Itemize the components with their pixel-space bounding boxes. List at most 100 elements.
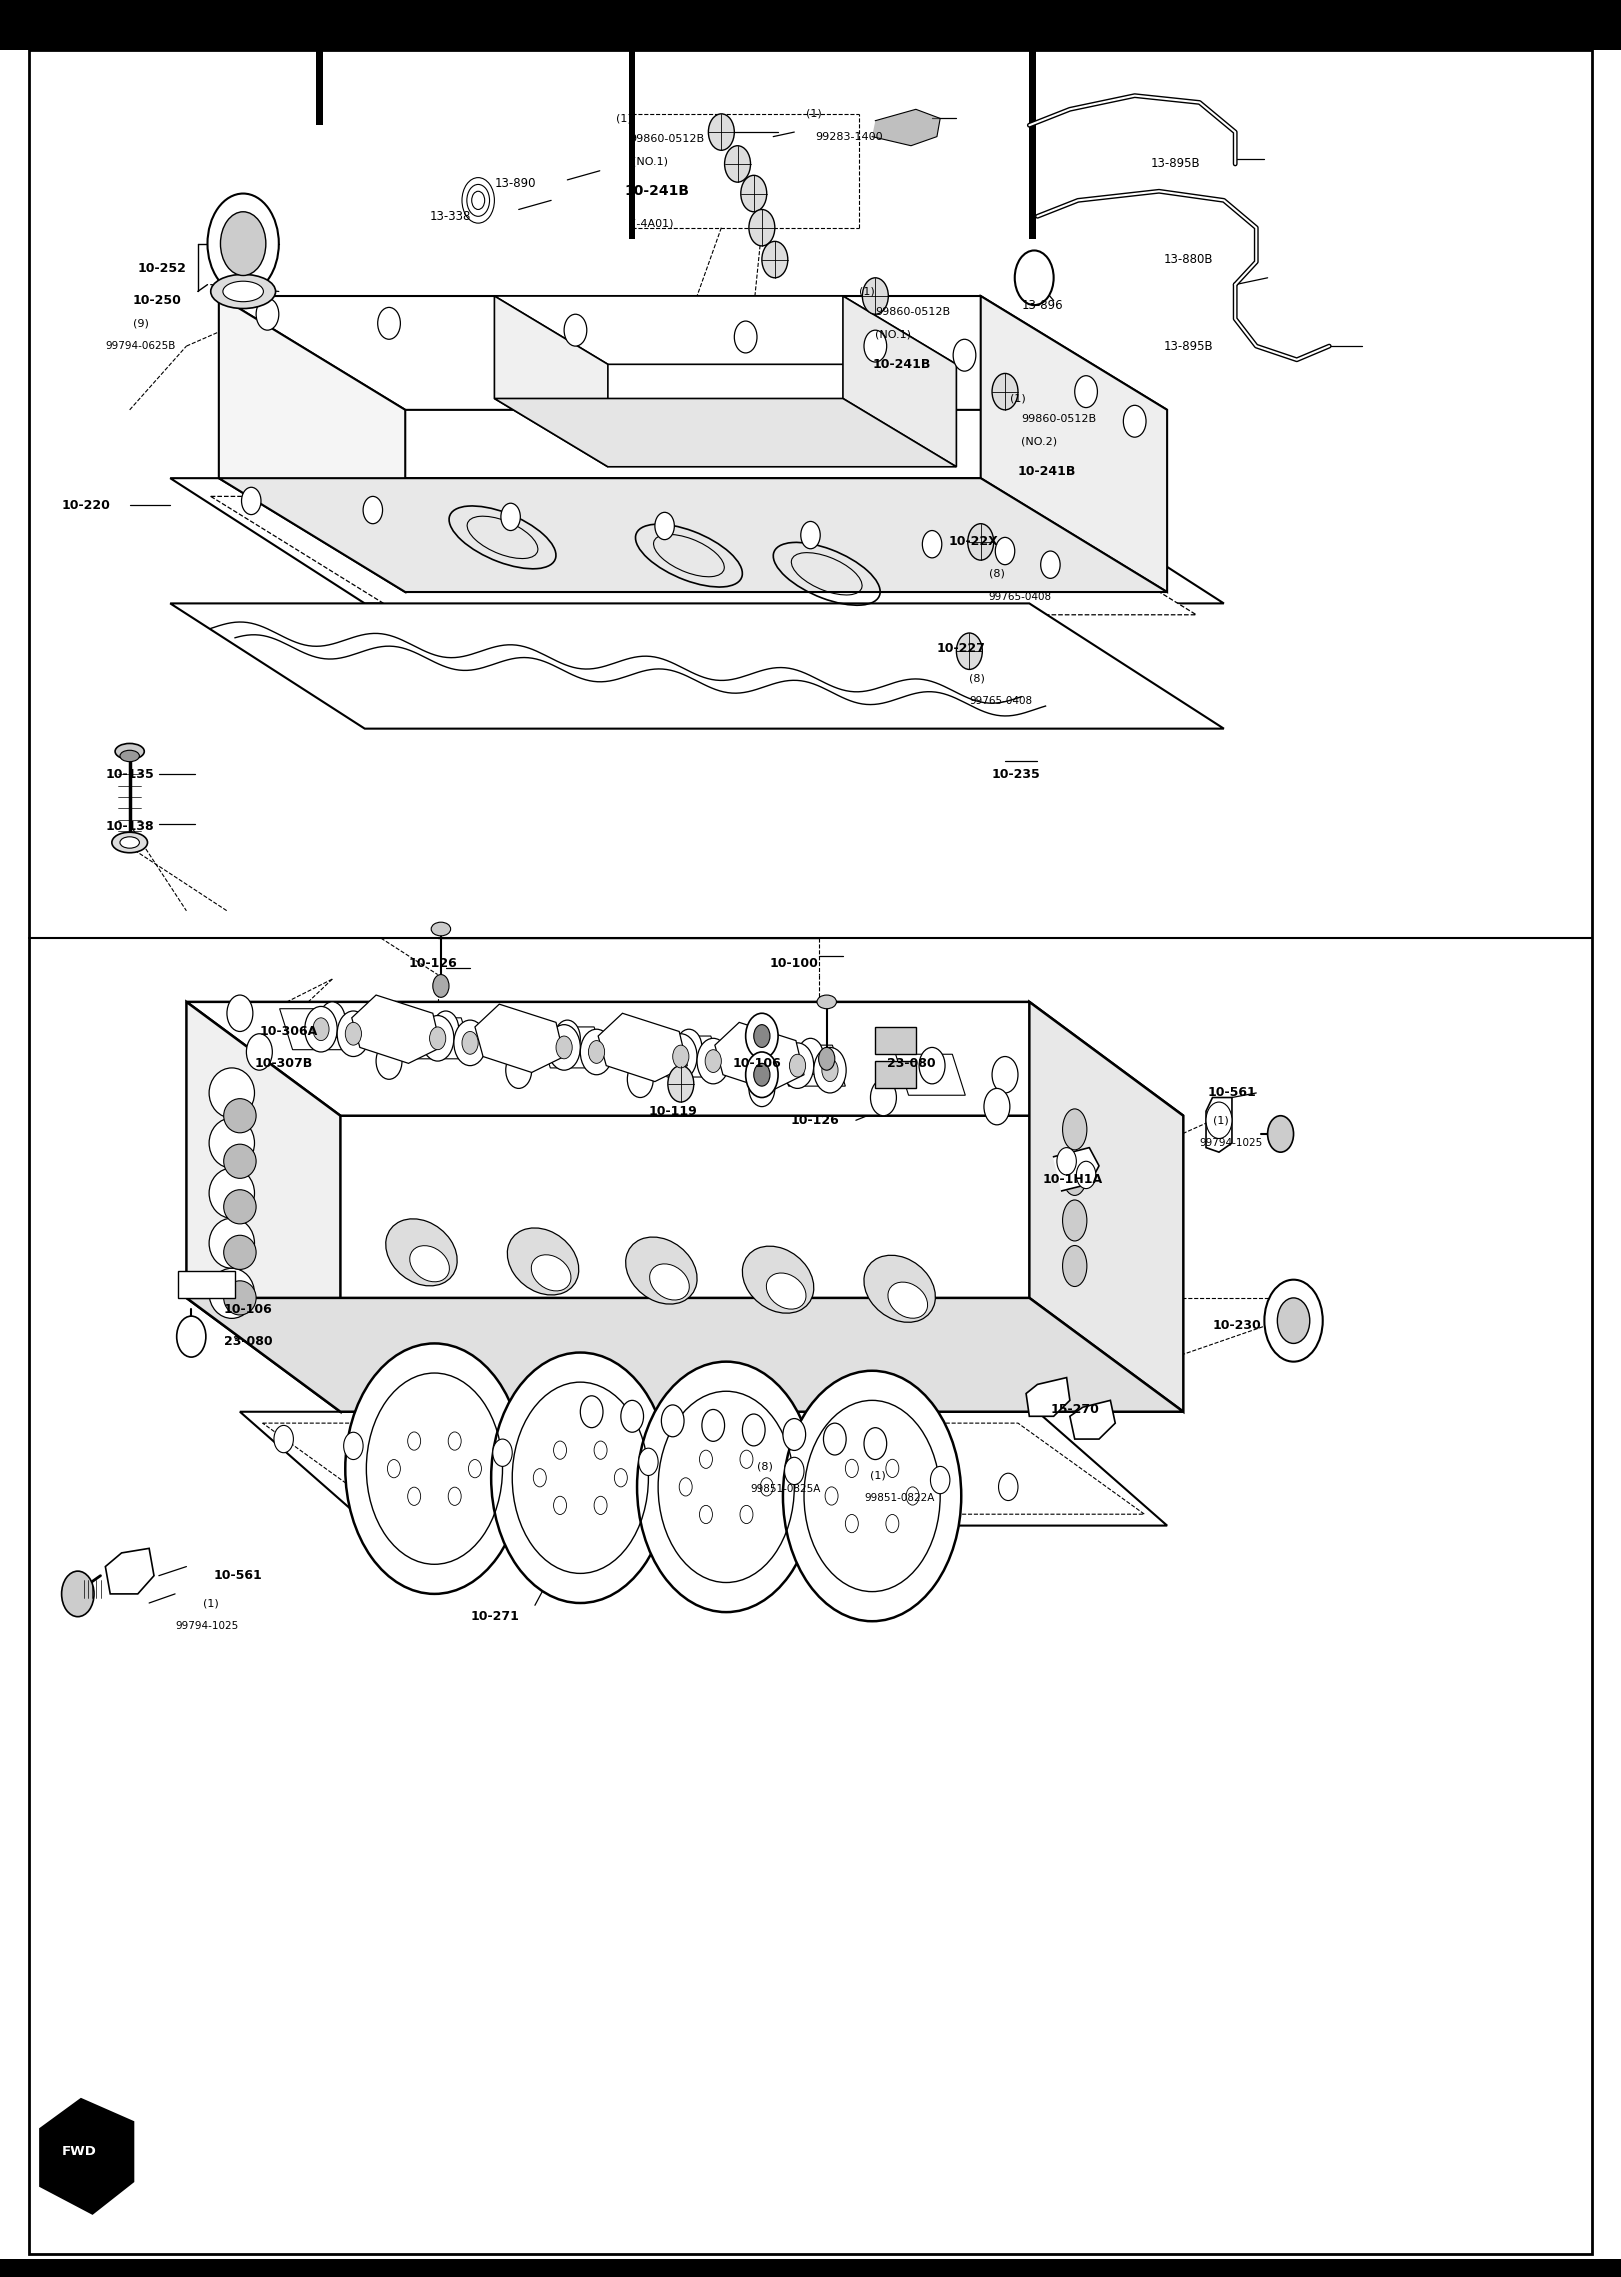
Polygon shape (352, 995, 441, 1063)
Circle shape (673, 1045, 689, 1068)
Circle shape (580, 1029, 613, 1075)
Circle shape (593, 1441, 606, 1460)
Ellipse shape (431, 922, 451, 936)
Circle shape (699, 1450, 713, 1469)
Circle shape (992, 1057, 1018, 1093)
Text: (NO.1): (NO.1) (875, 330, 911, 339)
Ellipse shape (410, 1246, 449, 1282)
Polygon shape (186, 1002, 340, 1412)
Text: 10-100: 10-100 (770, 956, 819, 970)
Circle shape (553, 1441, 566, 1460)
Ellipse shape (209, 1218, 254, 1268)
Polygon shape (653, 1036, 723, 1077)
Circle shape (421, 1016, 454, 1061)
Circle shape (781, 1043, 814, 1088)
Ellipse shape (224, 1280, 256, 1314)
Circle shape (556, 1036, 572, 1059)
Ellipse shape (817, 995, 836, 1009)
Bar (0, 0, 1621, 50)
Polygon shape (775, 1045, 846, 1086)
Circle shape (614, 1469, 627, 1487)
Text: (1): (1) (203, 1598, 219, 1608)
Ellipse shape (222, 280, 263, 301)
Polygon shape (475, 1004, 564, 1072)
Text: (NO.2): (NO.2) (1021, 437, 1057, 446)
Circle shape (533, 1469, 546, 1487)
Polygon shape (1026, 1378, 1070, 1416)
Text: (-4A01): (-4A01) (632, 219, 674, 228)
Text: 10-126: 10-126 (791, 1113, 840, 1127)
Circle shape (819, 1047, 835, 1070)
Circle shape (407, 1487, 420, 1505)
Text: (NO.1): (NO.1) (632, 157, 668, 166)
Circle shape (665, 1034, 697, 1079)
Ellipse shape (742, 1246, 814, 1314)
Polygon shape (170, 603, 1224, 729)
Circle shape (548, 1025, 580, 1070)
Ellipse shape (209, 1268, 254, 1318)
Circle shape (462, 1031, 478, 1054)
Circle shape (789, 1054, 806, 1077)
Ellipse shape (888, 1282, 927, 1318)
Circle shape (1277, 1298, 1310, 1343)
Text: 13-895B: 13-895B (1164, 339, 1214, 353)
Circle shape (387, 1460, 400, 1478)
Ellipse shape (1063, 1200, 1086, 1241)
Polygon shape (896, 1054, 966, 1095)
Circle shape (734, 321, 757, 353)
Circle shape (864, 1428, 887, 1460)
Ellipse shape (209, 1118, 254, 1168)
Circle shape (553, 1496, 566, 1514)
Text: 10-252: 10-252 (138, 262, 186, 276)
Polygon shape (872, 109, 940, 146)
Polygon shape (211, 496, 1196, 615)
Circle shape (798, 1038, 823, 1075)
Circle shape (1057, 1148, 1076, 1175)
Circle shape (242, 487, 261, 515)
Text: (1): (1) (1213, 1116, 1229, 1125)
Circle shape (919, 1047, 945, 1084)
Circle shape (274, 1425, 293, 1453)
Circle shape (953, 339, 976, 371)
Circle shape (1075, 376, 1097, 408)
Polygon shape (279, 1009, 350, 1050)
Circle shape (376, 1043, 402, 1079)
Text: (9): (9) (133, 319, 149, 328)
Circle shape (256, 298, 279, 330)
Circle shape (564, 314, 587, 346)
Circle shape (407, 1432, 420, 1450)
Circle shape (783, 1371, 961, 1621)
Circle shape (220, 212, 266, 276)
Circle shape (822, 1059, 838, 1082)
Circle shape (742, 1414, 765, 1446)
Circle shape (177, 1316, 206, 1357)
Circle shape (984, 1088, 1010, 1125)
Text: 99860-0512B: 99860-0512B (875, 307, 950, 317)
Ellipse shape (767, 1273, 806, 1309)
Polygon shape (1070, 1400, 1115, 1439)
Ellipse shape (626, 1236, 697, 1305)
Circle shape (968, 524, 994, 560)
Circle shape (313, 1018, 329, 1041)
Polygon shape (186, 1298, 1183, 1412)
Circle shape (708, 114, 734, 150)
Text: 10-22X: 10-22X (948, 535, 999, 549)
Text: 99794-1025: 99794-1025 (1200, 1138, 1263, 1148)
Circle shape (697, 1038, 729, 1084)
Circle shape (501, 503, 520, 531)
Circle shape (319, 1002, 345, 1038)
Text: 10-241B: 10-241B (624, 184, 689, 198)
Circle shape (739, 1505, 752, 1523)
Text: 10-306A: 10-306A (259, 1025, 318, 1038)
Bar (875, 1027, 916, 1054)
Ellipse shape (224, 1143, 256, 1179)
Circle shape (846, 1460, 859, 1478)
Circle shape (741, 175, 767, 212)
Circle shape (725, 146, 751, 182)
Text: (1): (1) (859, 287, 875, 296)
Circle shape (454, 1020, 486, 1066)
Text: 99765-0408: 99765-0408 (969, 697, 1033, 706)
Circle shape (554, 1020, 580, 1057)
Circle shape (661, 1405, 684, 1437)
Circle shape (930, 1466, 950, 1494)
